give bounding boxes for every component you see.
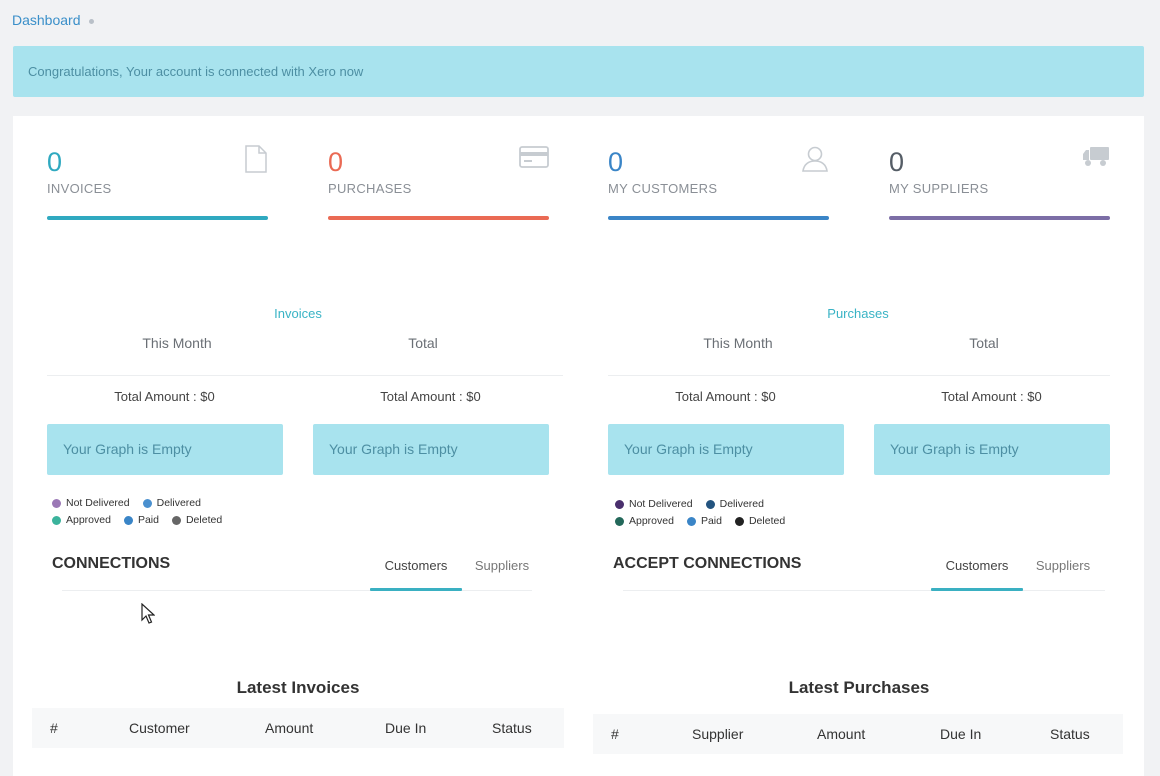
breadcrumb-separator <box>88 18 94 24</box>
column-header[interactable]: Amount <box>817 726 866 742</box>
user-icon <box>802 146 828 172</box>
invoices-month-amount: Total Amount : $0 <box>114 389 215 404</box>
stat-card-suppliers[interactable]: 0 MY SUPPLIERS <box>889 145 1110 225</box>
stat-bar <box>608 216 829 220</box>
legend-label: Delivered <box>719 498 764 510</box>
divider <box>47 375 563 376</box>
column-header[interactable]: # <box>611 726 619 742</box>
stat-label: MY SUPPLIERS <box>889 181 989 196</box>
legend-label: Deleted <box>748 515 786 527</box>
legend-item: Delivered <box>142 497 201 509</box>
tab-accept-suppliers[interactable]: Suppliers <box>1035 558 1091 573</box>
stat-card-purchases[interactable]: 0 PURCHASES <box>328 145 549 225</box>
divider <box>608 375 1110 376</box>
legend-swatch <box>142 498 152 508</box>
tab-accept-customers[interactable]: Customers <box>945 558 1009 573</box>
legend-label: Delivered <box>156 497 201 509</box>
invoices-total-graph-empty: Your Graph is Empty <box>313 424 549 475</box>
legend-item: Paid <box>686 515 722 527</box>
latest-purchases-table-header: # Supplier Amount Due In Status <box>593 714 1123 754</box>
invoices-legend: Not Delivered Delivered Approved Paid De… <box>52 497 222 531</box>
connections-heading: CONNECTIONS <box>52 555 171 572</box>
stat-label: PURCHASES <box>328 181 412 196</box>
purchases-month-amount: Total Amount : $0 <box>675 389 776 404</box>
invoices-this-month-heading: This Month <box>142 335 212 351</box>
legend-swatch <box>123 515 133 525</box>
stat-label: INVOICES <box>47 181 112 196</box>
tab-connections-suppliers[interactable]: Suppliers <box>474 558 530 573</box>
legend-swatch <box>52 515 61 525</box>
legend-label: Deleted <box>185 514 223 526</box>
breadcrumb-dashboard-link[interactable]: Dashboard <box>12 12 81 28</box>
credit-card-icon <box>519 146 549 168</box>
column-header[interactable]: Supplier <box>692 726 744 742</box>
legend-item: Delivered <box>705 498 764 510</box>
column-header[interactable]: Status <box>492 720 532 736</box>
truck-icon <box>1083 147 1109 166</box>
stat-card-invoices[interactable]: 0 INVOICES <box>47 145 268 225</box>
tab-divider <box>62 590 532 591</box>
breadcrumb: Dashboard <box>12 12 94 28</box>
stat-bar <box>47 216 268 220</box>
legend-item: Not Delivered <box>615 498 693 510</box>
accept-connections-heading: ACCEPT CONNECTIONS <box>613 555 802 572</box>
legend-swatch <box>686 516 696 526</box>
legend-item: Approved <box>52 514 111 526</box>
purchases-total-graph-empty: Your Graph is Empty <box>874 424 1110 475</box>
purchases-month-graph-empty: Your Graph is Empty <box>608 424 844 475</box>
invoices-total-amount: Total Amount : $0 <box>380 389 481 404</box>
latest-invoices-title: Latest Invoices <box>236 678 360 697</box>
purchases-section-title[interactable]: Purchases <box>827 306 889 321</box>
legend-item: Paid <box>123 514 159 526</box>
active-tab-indicator <box>370 588 462 591</box>
column-header[interactable]: Due In <box>940 726 982 742</box>
legend-swatch <box>734 516 744 526</box>
active-tab-indicator <box>931 588 1023 591</box>
legend-label: Paid <box>700 515 722 527</box>
tab-connections-customers[interactable]: Customers <box>384 558 448 573</box>
stat-card-customers[interactable]: 0 MY CUSTOMERS <box>608 145 829 225</box>
legend-label: Not Delivered <box>629 498 693 510</box>
stat-value: 0 <box>608 147 624 177</box>
file-icon <box>245 145 267 173</box>
column-header[interactable]: Amount <box>265 720 314 736</box>
stat-bar <box>328 216 549 220</box>
invoices-total-heading: Total <box>408 335 438 351</box>
legend-swatch <box>52 498 61 508</box>
legend-item: Not Delivered <box>52 497 130 509</box>
latest-purchases-title: Latest Purchases <box>788 678 930 697</box>
legend-label: Paid <box>137 514 159 526</box>
column-header[interactable]: # <box>50 720 58 736</box>
column-header[interactable]: Status <box>1050 726 1090 742</box>
mouse-cursor-icon <box>141 603 155 624</box>
invoices-section-title[interactable]: Invoices <box>274 306 322 321</box>
purchases-total-heading: Total <box>969 335 999 351</box>
success-alert: Congratulations, Your account is connect… <box>13 46 1144 97</box>
legend-item: Deleted <box>171 514 223 526</box>
column-header[interactable]: Due In <box>385 720 427 736</box>
stat-label: MY CUSTOMERS <box>608 181 718 196</box>
legend-swatch <box>705 499 715 509</box>
stat-value: 0 <box>889 147 905 177</box>
legend-swatch <box>615 516 624 526</box>
tab-divider <box>623 590 1105 591</box>
invoices-month-graph-empty: Your Graph is Empty <box>47 424 283 475</box>
legend-item: Deleted <box>734 515 786 527</box>
legend-swatch <box>171 515 181 525</box>
legend-label: Not Delivered <box>66 497 130 509</box>
legend-label: Approved <box>66 514 111 526</box>
stat-bar <box>889 216 1110 220</box>
stat-value: 0 <box>47 147 63 177</box>
latest-invoices-table-header: # Customer Amount Due In Status <box>32 708 564 748</box>
stat-value: 0 <box>328 147 344 177</box>
purchases-total-amount: Total Amount : $0 <box>941 389 1042 404</box>
purchases-legend: Not Delivered Delivered Approved Paid De… <box>615 498 785 532</box>
legend-swatch <box>615 499 624 509</box>
column-header[interactable]: Customer <box>129 720 190 736</box>
purchases-this-month-heading: This Month <box>703 335 773 351</box>
legend-item: Approved <box>615 515 674 527</box>
legend-label: Approved <box>629 515 674 527</box>
